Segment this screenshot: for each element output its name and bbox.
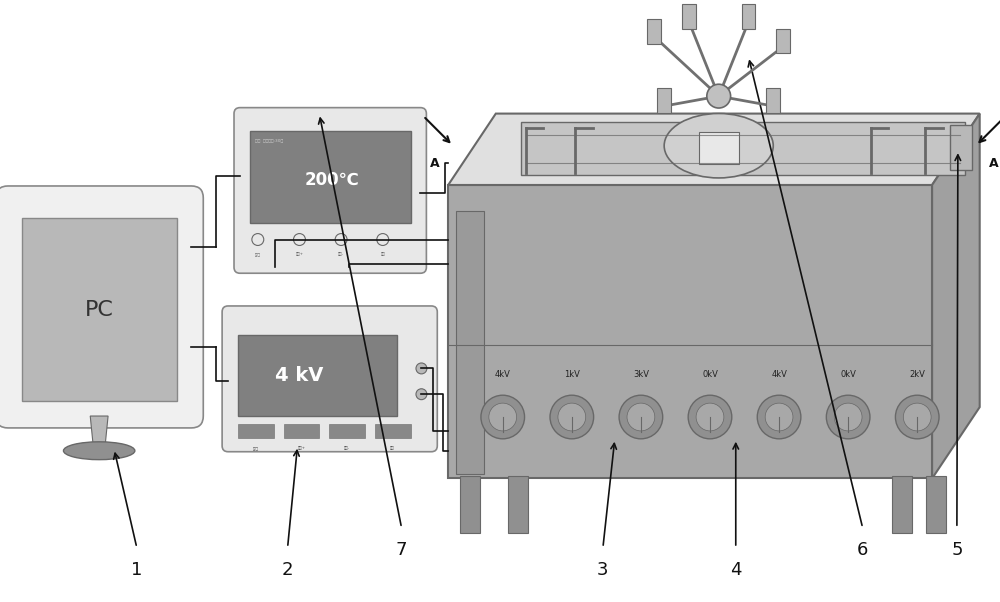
Circle shape (903, 403, 931, 431)
Bar (682, 4, 696, 29)
Polygon shape (932, 114, 980, 479)
Circle shape (627, 403, 655, 431)
FancyBboxPatch shape (234, 108, 426, 273)
Text: PC: PC (85, 300, 114, 320)
Polygon shape (448, 114, 980, 185)
Circle shape (826, 395, 870, 439)
Circle shape (707, 84, 731, 108)
Bar (238, 335, 397, 416)
Bar (699, 132, 739, 164)
Text: 2: 2 (282, 560, 293, 579)
Text: 4 kV: 4 kV (275, 366, 324, 385)
Text: 电压-: 电压- (344, 445, 350, 450)
Ellipse shape (664, 114, 773, 178)
Text: 3kV: 3kV (633, 370, 649, 379)
Bar (456, 211, 484, 474)
FancyBboxPatch shape (0, 186, 203, 428)
Text: 4: 4 (730, 560, 742, 579)
Text: 0kV: 0kV (702, 370, 718, 379)
FancyBboxPatch shape (222, 306, 437, 452)
Text: 2kV: 2kV (909, 370, 925, 379)
Bar (22, 218, 177, 401)
Bar (329, 424, 365, 438)
Bar (742, 4, 755, 29)
Text: 1kV: 1kV (564, 370, 580, 379)
Circle shape (619, 395, 663, 439)
Circle shape (834, 403, 862, 431)
Bar (766, 88, 780, 113)
Text: 模式: 模式 (380, 252, 385, 256)
Text: 0kV: 0kV (840, 370, 856, 379)
Bar (375, 424, 411, 438)
Bar (950, 125, 972, 170)
Bar (460, 476, 480, 533)
Text: 3: 3 (597, 560, 609, 579)
Bar (508, 476, 528, 533)
Bar (647, 19, 661, 43)
Text: 200℃: 200℃ (305, 171, 360, 189)
Circle shape (558, 403, 586, 431)
Text: 温度+: 温度+ (295, 252, 303, 256)
Circle shape (481, 395, 525, 439)
Text: 温度-: 温度- (338, 252, 344, 256)
Text: 5: 5 (951, 541, 963, 559)
Circle shape (895, 395, 939, 439)
Circle shape (696, 403, 724, 431)
Text: 模式: 模式 (390, 445, 395, 450)
Text: 1: 1 (131, 560, 143, 579)
Circle shape (416, 389, 427, 400)
Text: 6: 6 (857, 541, 868, 559)
Bar (250, 131, 411, 223)
Circle shape (416, 363, 427, 374)
Bar (657, 88, 671, 113)
Text: 7: 7 (396, 541, 407, 559)
Circle shape (550, 395, 594, 439)
Bar (238, 424, 274, 438)
Text: 电压+: 电压+ (297, 445, 305, 450)
Circle shape (765, 403, 793, 431)
Ellipse shape (63, 442, 135, 460)
Circle shape (757, 395, 801, 439)
Text: A: A (430, 157, 440, 170)
Text: A: A (989, 157, 999, 170)
Circle shape (489, 403, 517, 431)
Text: 4kV: 4kV (771, 370, 787, 379)
Text: 开/关: 开/关 (255, 252, 261, 256)
Polygon shape (90, 416, 108, 445)
Bar (892, 476, 912, 533)
Circle shape (688, 395, 732, 439)
Text: 开/关: 开/关 (253, 445, 259, 450)
Bar (926, 476, 946, 533)
Polygon shape (521, 122, 965, 175)
Bar (284, 424, 319, 438)
Polygon shape (448, 185, 932, 479)
Text: 启动  运行时长:30秒: 启动 运行时长:30秒 (255, 138, 283, 142)
Bar (776, 29, 790, 54)
Text: 4kV: 4kV (495, 370, 511, 379)
